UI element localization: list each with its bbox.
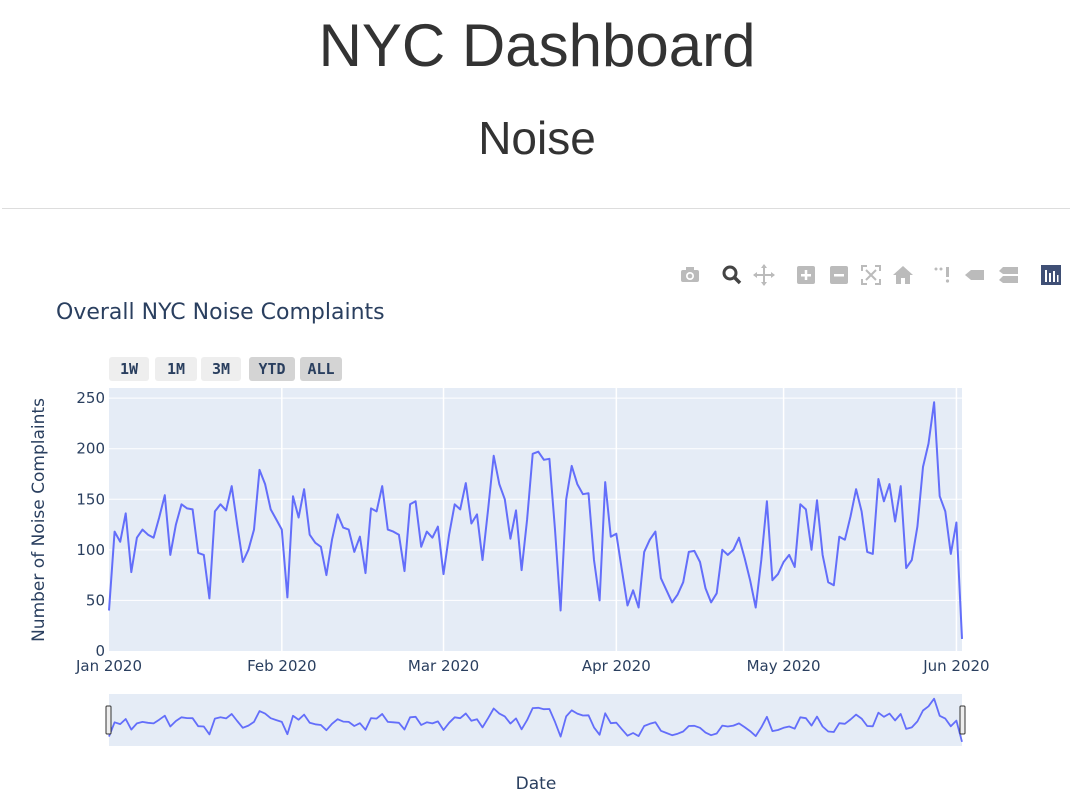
x-tick-label: Jan 2020 xyxy=(75,657,142,675)
range-button-ytd[interactable]: YTD xyxy=(249,357,295,381)
reset-axes-icon[interactable] xyxy=(890,262,916,288)
y-tick-label: 100 xyxy=(76,541,105,559)
zoom-out-icon[interactable] xyxy=(826,262,852,288)
y-tick-label: 200 xyxy=(76,440,105,458)
zoom-icon[interactable] xyxy=(719,262,745,288)
x-tick-label: Mar 2020 xyxy=(408,657,479,675)
range-button-1m[interactable]: 1M xyxy=(155,357,197,381)
y-tick-label: 150 xyxy=(76,490,105,508)
hover-closest-icon[interactable] xyxy=(962,262,988,288)
chart-title: Overall NYC Noise Complaints xyxy=(56,300,385,325)
plotly-logo-icon[interactable] xyxy=(1038,262,1064,288)
x-tick-label: Apr 2020 xyxy=(582,657,651,675)
camera-icon[interactable] xyxy=(677,262,703,288)
pan-icon[interactable] xyxy=(751,262,777,288)
hover-compare-icon[interactable] xyxy=(996,262,1022,288)
y-axis-title: Number of Noise Complaints xyxy=(29,398,49,642)
x-tick-label: Feb 2020 xyxy=(247,657,317,675)
x-tick-label: May 2020 xyxy=(747,657,821,675)
x-axis-title: Date xyxy=(516,774,557,794)
dashboard-title: NYC Dashboard xyxy=(318,12,756,79)
zoom-in-icon[interactable] xyxy=(793,262,819,288)
range-button-1w[interactable]: 1W xyxy=(109,357,149,381)
rangeslider-left-handle[interactable] xyxy=(105,705,112,735)
autoscale-icon[interactable] xyxy=(858,262,884,288)
y-tick-label: 0 xyxy=(95,642,105,660)
x-tick-label: Jun 2020 xyxy=(922,657,989,675)
range-button-all[interactable]: ALL xyxy=(300,357,342,381)
rangeslider-right-handle[interactable] xyxy=(959,705,966,735)
range-button-3m[interactable]: 3M xyxy=(201,357,241,381)
divider xyxy=(2,208,1070,209)
rangeslider-line xyxy=(108,697,963,743)
y-tick-label: 250 xyxy=(76,389,105,407)
spike-lines-icon[interactable] xyxy=(930,262,956,288)
y-tick-label: 50 xyxy=(86,591,105,609)
series-line[interactable] xyxy=(108,401,963,639)
section-title: Noise xyxy=(478,112,596,164)
